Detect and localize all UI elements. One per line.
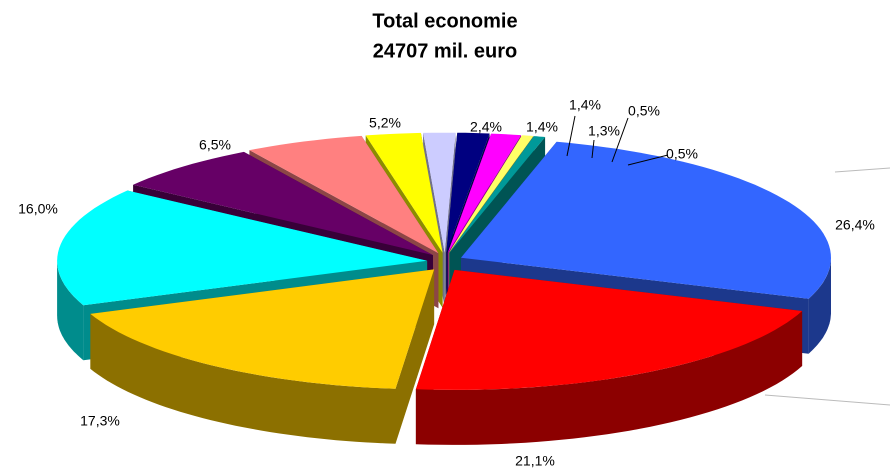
- leader-line: [611, 117, 629, 163]
- leader-line: [591, 139, 595, 159]
- slice-wall: [90, 313, 396, 444]
- data-label: 17,3%: [80, 413, 120, 429]
- data-label: 1,4%: [526, 119, 558, 135]
- slice: [90, 269, 435, 444]
- leader-line: [834, 167, 890, 173]
- slice: [365, 132, 443, 253]
- data-label: 16,0%: [18, 201, 58, 217]
- data-label: 5,2%: [369, 115, 401, 131]
- slice: [57, 190, 428, 306]
- chart-title: Total economie: [372, 10, 517, 32]
- data-label: 1,3%: [588, 123, 620, 139]
- leader-line: [764, 394, 890, 406]
- data-label: 26,4%: [835, 217, 875, 233]
- slice: [133, 151, 433, 256]
- data-label: 2,4%: [470, 119, 502, 135]
- data-label: 0,5%: [628, 103, 660, 119]
- leader-line: [627, 154, 669, 166]
- data-label: 6,5%: [199, 137, 231, 153]
- slice: [249, 135, 439, 254]
- data-label: 21,1%: [515, 453, 555, 469]
- data-label: 1,4%: [569, 97, 601, 113]
- slice: [415, 269, 803, 445]
- slice: [446, 132, 490, 253]
- data-label: 0,5%: [666, 146, 698, 162]
- decor: [764, 167, 890, 406]
- slice-wall: [415, 311, 803, 445]
- slice-wall: [57, 260, 84, 361]
- leader-line: [566, 115, 576, 157]
- slice: [447, 133, 521, 253]
- slice: [449, 136, 546, 253]
- slice: [90, 269, 435, 389]
- slice: [423, 132, 456, 253]
- slice: [448, 135, 534, 253]
- slice: [461, 141, 831, 299]
- chart-subtitle: 24707 mil. euro: [373, 40, 518, 62]
- slice: [415, 269, 803, 390]
- slice-wall: [808, 257, 831, 354]
